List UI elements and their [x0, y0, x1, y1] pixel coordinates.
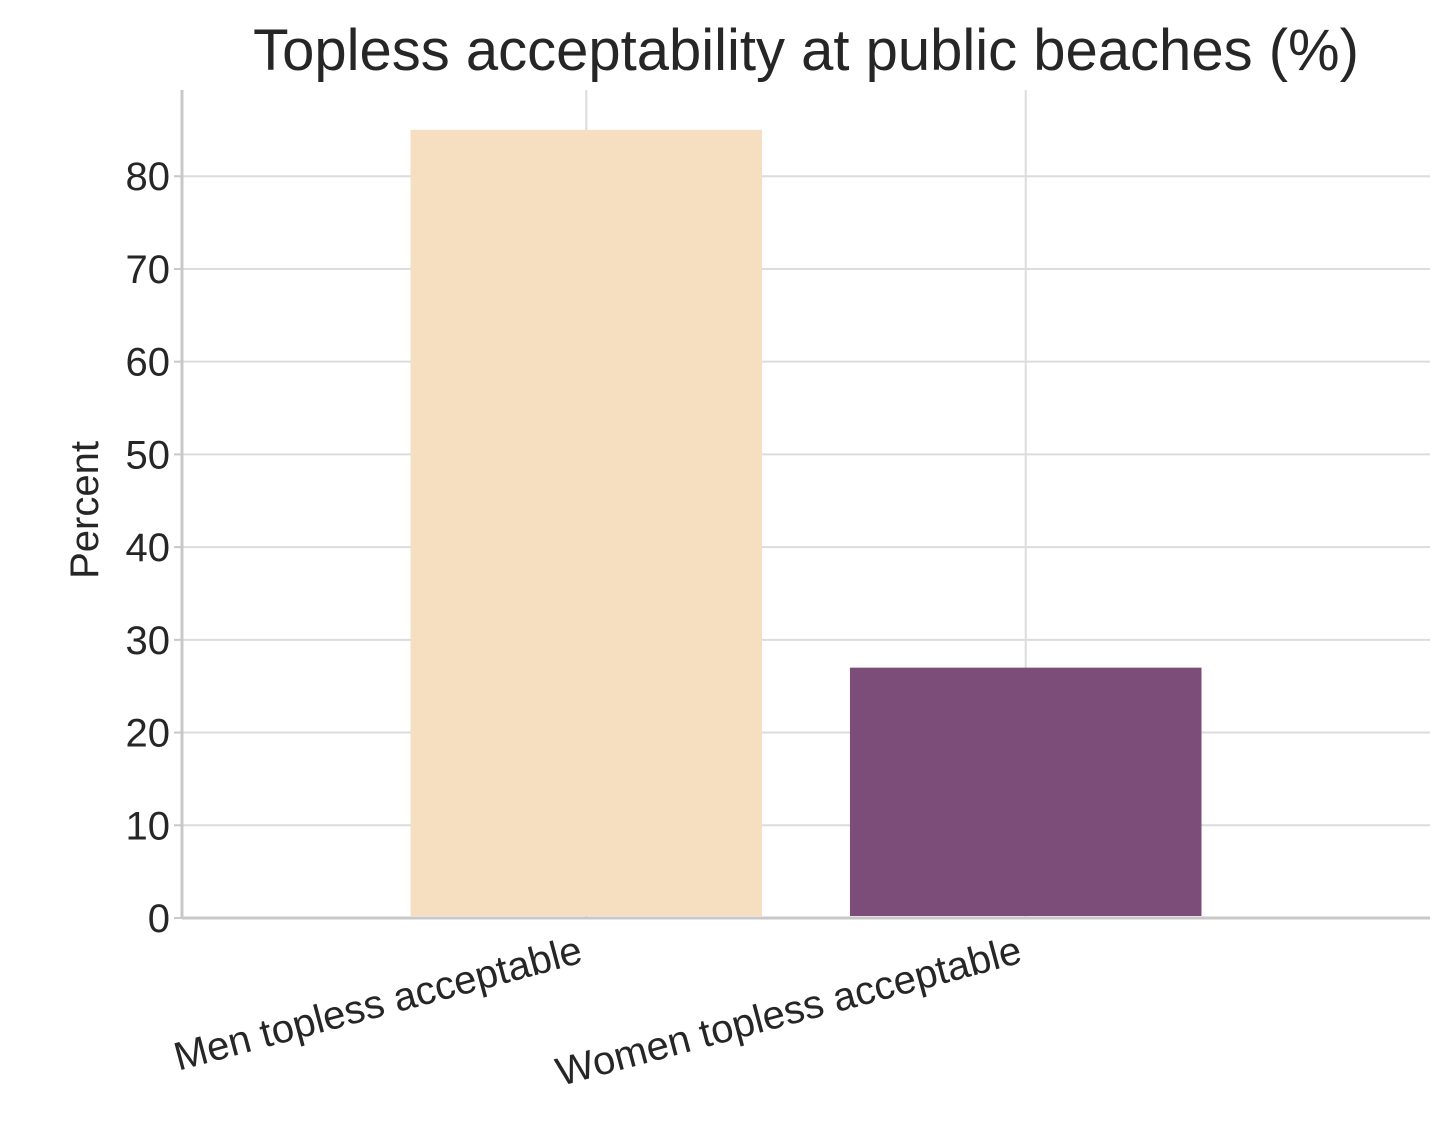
y-tick-label: 0 [148, 897, 170, 941]
y-tick-label: 80 [126, 155, 171, 199]
chart-title: Topless acceptability at public beaches … [253, 18, 1359, 83]
y-tick-label: 10 [126, 804, 171, 848]
axes [180, 90, 1430, 920]
bar-men [410, 129, 763, 916]
y-axis-label: Percent [63, 441, 107, 579]
y-tick-labels: 0 10 20 30 40 50 60 70 80 [126, 155, 182, 941]
y-tick-label: 70 [126, 248, 171, 292]
bars [410, 129, 1202, 916]
x-tick-label: Men topless acceptable [169, 928, 586, 1079]
y-tick-label: 30 [126, 619, 171, 663]
y-tick-label: 20 [126, 712, 171, 756]
y-tick-label: 40 [126, 526, 171, 570]
bar-women [849, 667, 1202, 916]
grid-lines [182, 90, 1430, 918]
x-tick-label: Women topless acceptable [551, 928, 1026, 1095]
y-tick-label: 60 [126, 341, 171, 385]
y-tick-label: 50 [126, 433, 171, 477]
